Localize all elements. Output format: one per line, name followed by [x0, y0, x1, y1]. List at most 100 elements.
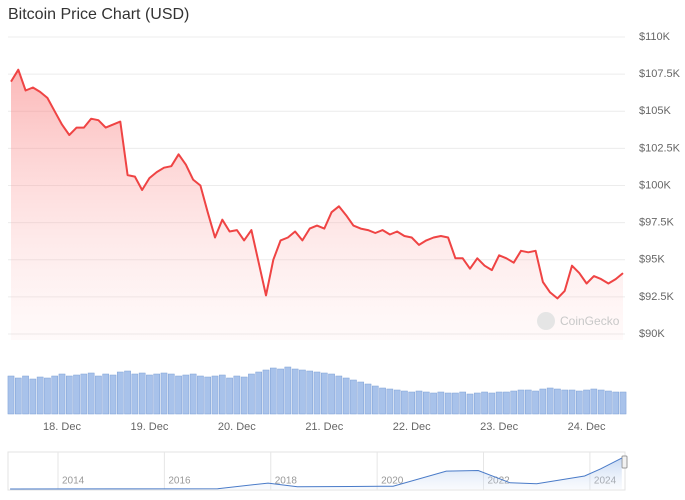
y-tick-label: $102.5K — [639, 142, 681, 154]
navigator-line — [10, 457, 623, 490]
volume-bar — [131, 373, 139, 415]
navigator-tick-label: 2014 — [62, 476, 85, 487]
x-tick-label: 22. Dec — [393, 421, 431, 433]
volume-bar — [102, 373, 110, 415]
volume-bar — [568, 389, 576, 415]
volume-bar — [473, 392, 481, 415]
volume-bar — [95, 375, 102, 415]
volume-bar — [182, 374, 190, 415]
volume-bar — [167, 373, 175, 415]
volume-bar — [590, 388, 598, 415]
volume-bar — [226, 377, 233, 415]
y-tick-label: $105K — [639, 105, 671, 117]
volume-bar — [488, 392, 496, 415]
volume-bar — [160, 372, 168, 415]
navigator-tick-label: 2020 — [381, 476, 404, 487]
volume-bar — [44, 377, 51, 415]
volume-bar — [371, 385, 379, 415]
navigator-tick-label: 2016 — [168, 476, 191, 487]
watermark-text: CoinGecko — [560, 314, 620, 328]
volume-bar — [65, 375, 73, 415]
volume-bar — [495, 391, 503, 415]
chart-title: Bitcoin Price Chart (USD) — [8, 6, 189, 23]
volume-bar — [218, 374, 226, 415]
volume-bar — [335, 375, 343, 415]
volume-bar — [437, 391, 445, 415]
volume-bar — [146, 374, 153, 415]
volume-bar — [175, 375, 182, 415]
volume-bar — [197, 375, 204, 415]
volume-bar — [87, 372, 95, 415]
volume-bar — [379, 387, 386, 415]
volume-bar — [459, 391, 467, 415]
x-tick-label: 21. Dec — [305, 421, 343, 433]
volume-bar — [138, 372, 146, 415]
watermark: CoinGecko — [537, 312, 620, 330]
volume-bar — [386, 388, 394, 415]
volume-bar — [313, 371, 321, 415]
y-tick-label: $107.5K — [639, 68, 681, 80]
volume-bar — [269, 367, 277, 415]
volume-bar — [284, 366, 292, 415]
volume-bar — [452, 392, 459, 415]
volume-bar — [415, 390, 423, 415]
watermark-icon — [537, 312, 555, 330]
y-tick-label: $110K — [639, 31, 671, 43]
volume-bar — [532, 390, 539, 415]
volume-bar — [233, 375, 241, 415]
volume-bar — [583, 389, 590, 415]
y-tick-label: $97.5K — [639, 217, 675, 229]
volume-bar — [116, 371, 124, 415]
volume-bar — [22, 375, 29, 415]
y-tick-label: $95K — [639, 254, 665, 266]
volume-bar — [612, 391, 620, 415]
volume-bar — [277, 368, 284, 415]
volume-bar — [204, 376, 212, 415]
volume-bar — [605, 390, 612, 415]
volume-bar — [29, 378, 37, 415]
volume-bar — [510, 390, 518, 415]
volume-bar — [466, 393, 474, 415]
volume-bar — [561, 389, 569, 415]
volume-bar — [51, 375, 59, 415]
volume-bar — [393, 389, 401, 415]
navigator-handle[interactable] — [621, 455, 628, 469]
x-tick-label: 23. Dec — [480, 421, 518, 433]
volume-bar — [342, 377, 350, 415]
volume-bar — [422, 391, 430, 415]
volume-bar — [350, 379, 357, 415]
volume-bar — [430, 392, 437, 415]
volume-bar — [597, 389, 605, 415]
volume-bar — [58, 373, 66, 415]
volume-bar — [189, 373, 197, 415]
y-tick-label: $100K — [639, 179, 671, 191]
volume-bar — [14, 377, 22, 415]
x-tick-label: 24. Dec — [568, 421, 606, 433]
volume-bar — [619, 391, 627, 415]
price-area — [11, 69, 623, 340]
navigator-frame — [7, 451, 626, 491]
volume-bar — [408, 391, 416, 415]
volume-bar — [539, 388, 547, 415]
volume-bar — [124, 370, 131, 415]
volume-bar — [357, 381, 365, 415]
price-line — [10, 68, 624, 300]
volume-bar — [575, 390, 583, 415]
volume-bar — [80, 373, 88, 415]
navigator-area — [10, 458, 622, 489]
y-tick-label: $90K — [639, 328, 665, 340]
volume-bar — [444, 392, 452, 415]
volume-bar — [255, 371, 263, 415]
volume-bar — [481, 391, 488, 415]
y-tick-label: $92.5K — [639, 291, 675, 303]
volume-bar — [7, 375, 15, 415]
volume-bar — [517, 389, 525, 415]
volume-bar — [262, 369, 270, 415]
volume-bar — [328, 373, 335, 415]
volume-bar — [524, 389, 532, 415]
volume-bar — [306, 370, 314, 415]
volume-bar — [248, 373, 255, 415]
volume-bar — [299, 369, 306, 415]
volume-bar — [546, 387, 554, 415]
